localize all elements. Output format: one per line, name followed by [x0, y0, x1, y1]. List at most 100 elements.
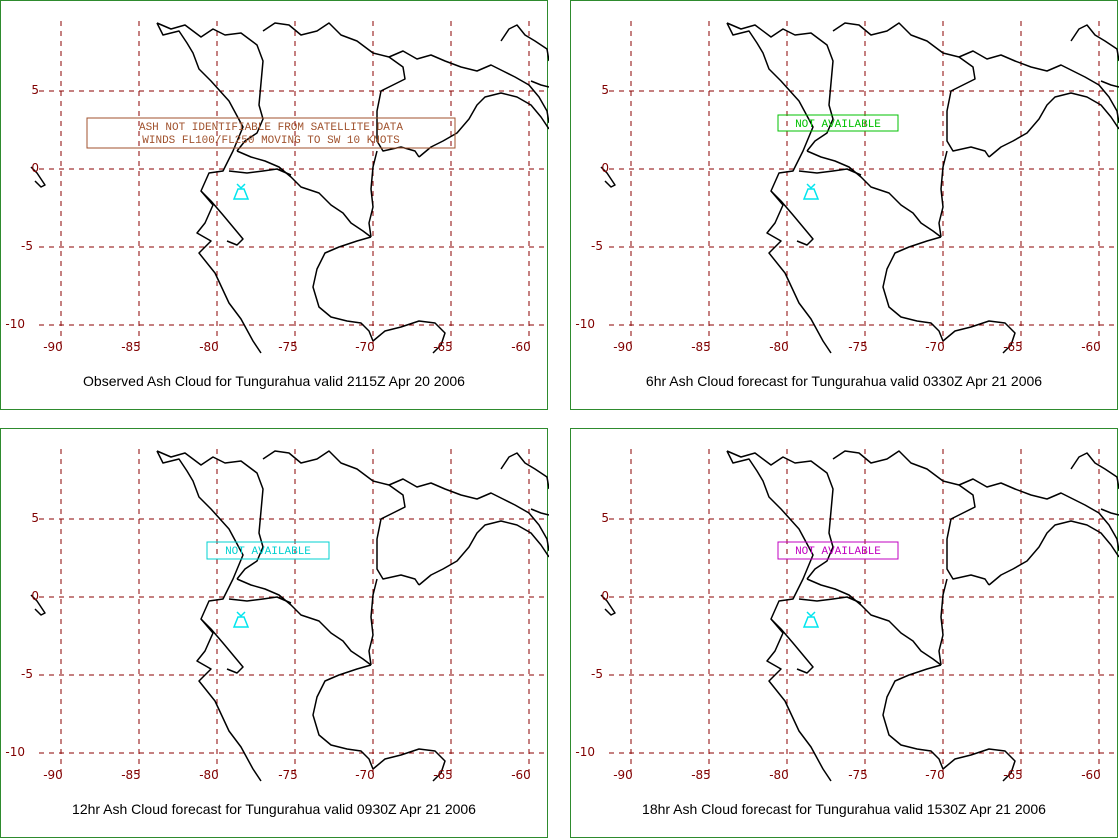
coastline [156, 450, 264, 580]
coastline [770, 190, 814, 246]
lon-tick-label: -80 [769, 768, 789, 782]
coastline [938, 578, 948, 666]
coastline [1070, 452, 1119, 490]
coastline [262, 450, 420, 586]
coastline [1100, 80, 1119, 88]
lon-tick-label: -90 [43, 768, 63, 782]
lat-tick-label: 0 [31, 589, 39, 603]
coastline [156, 450, 262, 782]
lon-tick-label: -85 [691, 768, 711, 782]
panel-caption: 12hr Ash Cloud forecast for Tungurahua v… [72, 801, 476, 817]
lat-tick-label: 5 [31, 511, 39, 525]
lat-tick-label: -10 [5, 745, 25, 759]
coastline [500, 24, 549, 62]
message-text: WINDS FL100/FL250 MOVING TO SW 10 KNOTS [142, 135, 400, 147]
lon-tick-label: -65 [433, 768, 453, 782]
ash-panel-3: -90 -85 -80 -75 -70 -65 -60 5 0 -5 -10 NOT AVAILABL… [0, 428, 549, 838]
volcano-icon [802, 611, 820, 628]
lat-tick-label: 0 [31, 161, 39, 175]
lon-tick-label: -60 [1081, 340, 1101, 354]
lat-tick-label: -5 [21, 239, 33, 253]
coastline [228, 168, 292, 176]
coastline [806, 150, 942, 238]
coastline [418, 92, 549, 158]
coastline [798, 168, 862, 176]
map-canvas: -90 -85 -80 -75 -70 -65 -60 5 0 -5 -10 NOT AVAILABL… [575, 449, 1119, 782]
lon-tick-label: -80 [769, 340, 789, 354]
coastline [368, 150, 378, 238]
lat-tick-label: 0 [601, 589, 609, 603]
coastline [726, 450, 832, 782]
lat-tick-label: -10 [575, 745, 595, 759]
coastline [388, 50, 549, 124]
coastline [958, 50, 1119, 124]
lon-tick-label: -75 [848, 340, 868, 354]
coastline [832, 450, 990, 586]
coastline [798, 596, 862, 604]
coastline [200, 618, 244, 674]
coastline [312, 236, 374, 342]
coastline [806, 578, 942, 666]
coastline [372, 320, 446, 354]
lon-tick-label: -75 [278, 340, 298, 354]
volcano-icon [802, 183, 820, 200]
lon-tick-label: -90 [613, 340, 633, 354]
lon-tick-label: -70 [355, 340, 375, 354]
lon-tick-label: -85 [121, 768, 141, 782]
ash-panel-4: -90 -85 -80 -75 -70 -65 -60 5 0 -5 -10 NOT AVAILABL… [570, 428, 1119, 838]
coastline [236, 578, 372, 666]
coastline [156, 22, 264, 152]
coastline [200, 190, 244, 246]
map-canvas: -90 -85 -80 -75 -70 -65 -60 5 0 -5 -10 ASH NOT IDEN… [5, 21, 549, 354]
coastline [726, 450, 834, 580]
map-canvas: -90 -85 -80 -75 -70 -65 -60 5 0 -5 -10 NOT AVAILABL… [575, 21, 1119, 354]
coastline [30, 594, 46, 616]
coastline [600, 166, 616, 188]
coastline [942, 320, 1016, 354]
lat-tick-label: 5 [601, 83, 609, 97]
map-canvas: -90 -85 -80 -75 -70 -65 -60 5 0 -5 -10 NOT AVAILABL… [5, 449, 549, 782]
lon-tick-label: -65 [433, 340, 453, 354]
message-box [86, 117, 456, 149]
lon-tick-label: -60 [1081, 768, 1101, 782]
message-box [206, 541, 330, 560]
coastline [938, 150, 948, 238]
lon-tick-label: -70 [355, 768, 375, 782]
message-box [777, 541, 899, 560]
coastline [942, 748, 1016, 782]
message-text: NOT AVAILABLE [225, 546, 311, 558]
lat-tick-label: 5 [601, 511, 609, 525]
panel-caption: 6hr Ash Cloud forecast for Tungurahua va… [645, 373, 1043, 389]
lon-tick-label: -80 [199, 340, 219, 354]
ash-panel-2: -90 -85 -80 -75 -70 -65 -60 5 0 -5 -10 NOT AVAILABL… [570, 0, 1119, 410]
coastline [770, 618, 814, 674]
coastline [726, 22, 834, 152]
coastline [726, 22, 832, 354]
panel-caption: Observed Ash Cloud for Tungurahua valid … [83, 373, 465, 389]
lon-tick-label: -85 [691, 340, 711, 354]
volcano-icon [232, 611, 250, 628]
ash-panel-1: -90 -85 -80 -75 -70 -65 -60 5 0 -5 -10 ASH NOT IDEN… [0, 0, 549, 410]
volcano-icon [232, 183, 250, 200]
lon-tick-label: -60 [511, 340, 531, 354]
lon-tick-label: -90 [43, 340, 63, 354]
coastline [312, 664, 374, 770]
lon-tick-label: -75 [848, 768, 868, 782]
coastline [1100, 508, 1119, 516]
lon-tick-label: -80 [199, 768, 219, 782]
message-text: ASH NOT IDENTIFIABLE FROM SATELLITE DATA [139, 122, 403, 134]
coastline [988, 92, 1119, 158]
coastline [882, 236, 944, 342]
coastline [30, 166, 46, 188]
coastline [530, 80, 549, 88]
coastline [418, 520, 549, 586]
coastline [1070, 24, 1119, 62]
lat-tick-label: 0 [601, 161, 609, 175]
coastline [388, 478, 549, 552]
coastline [372, 748, 446, 782]
lon-tick-label: -65 [1003, 340, 1023, 354]
coastline [832, 22, 990, 158]
lon-tick-label: -90 [613, 768, 633, 782]
lon-tick-label: -85 [121, 340, 141, 354]
lat-tick-label: -5 [591, 239, 603, 253]
